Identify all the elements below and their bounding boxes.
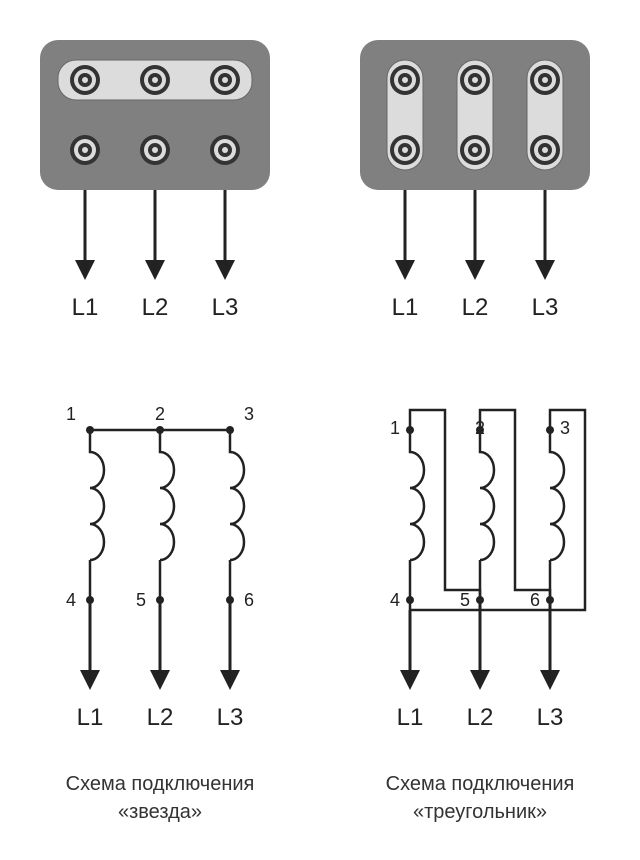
delta-block-phases: L1 L2 L3 xyxy=(392,190,559,321)
wiring-diagram: L1 L2 L3 L1 L2 L3 xyxy=(0,0,640,860)
caption-delta: Схема подключения «треугольник» xyxy=(386,773,575,823)
label-l3: L3 xyxy=(212,294,239,321)
svg-text:Схема подключения: Схема подключения xyxy=(386,773,575,795)
label-l2: L2 xyxy=(462,294,489,321)
svg-text:6: 6 xyxy=(244,590,254,610)
svg-text:«треугольник»: «треугольник» xyxy=(413,801,547,823)
svg-text:L3: L3 xyxy=(217,704,244,731)
svg-text:3: 3 xyxy=(244,404,254,424)
label-l2: L2 xyxy=(142,294,169,321)
svg-text:L1: L1 xyxy=(77,704,104,731)
label-l1: L1 xyxy=(392,294,419,321)
caption-star: Схема подключения «звезда» xyxy=(66,773,255,823)
svg-text:L2: L2 xyxy=(147,704,174,731)
svg-text:Схема подключения: Схема подключения xyxy=(66,773,255,795)
svg-text:«звезда»: «звезда» xyxy=(118,801,202,823)
svg-text:2: 2 xyxy=(155,404,165,424)
svg-text:1: 1 xyxy=(66,404,76,424)
svg-text:4: 4 xyxy=(66,590,76,610)
svg-text:2: 2 xyxy=(475,418,485,438)
svg-text:5: 5 xyxy=(136,590,146,610)
svg-text:1: 1 xyxy=(390,418,400,438)
svg-text:4: 4 xyxy=(390,590,400,610)
schematic-star: 1 2 3 4 5 6 L1 L2 L3 xyxy=(66,404,254,731)
terminal-block-delta xyxy=(360,40,590,190)
svg-text:L2: L2 xyxy=(467,704,494,731)
label-l3: L3 xyxy=(532,294,559,321)
svg-text:3: 3 xyxy=(560,418,570,438)
svg-text:L1: L1 xyxy=(397,704,424,731)
svg-text:L3: L3 xyxy=(537,704,564,731)
svg-text:5: 5 xyxy=(460,590,470,610)
terminal-block-star xyxy=(40,40,270,190)
star-block-phases: L1 L2 L3 xyxy=(72,190,239,321)
svg-text:6: 6 xyxy=(530,590,540,610)
label-l1: L1 xyxy=(72,294,99,321)
schematic-delta: 1 2 3 4 5 6 L1 L2 L3 xyxy=(390,410,585,731)
